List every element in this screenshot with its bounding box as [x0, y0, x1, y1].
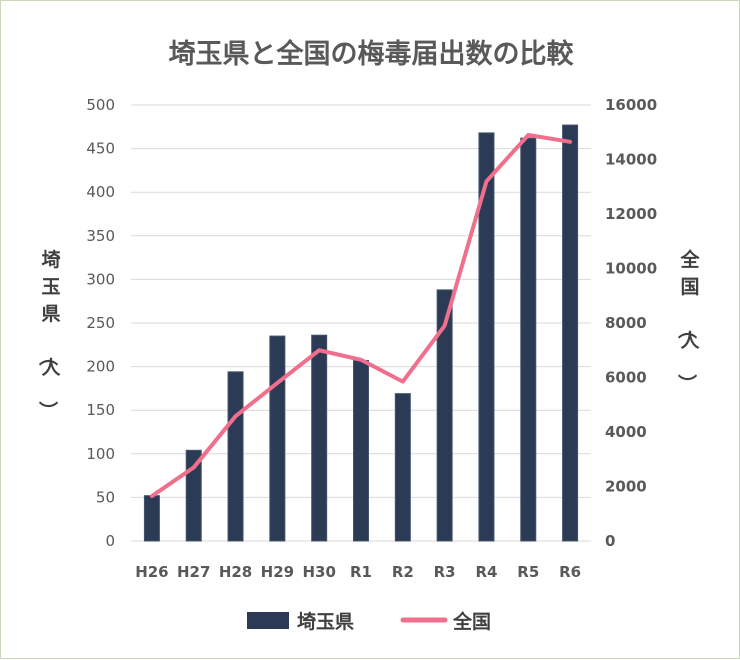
bar [269, 335, 286, 542]
x-tick-label: H27 [177, 563, 210, 581]
y-tick-label: 300 [86, 270, 115, 288]
y-axis-right-label-text: 全国（人） [675, 248, 700, 393]
chart-title: 埼玉県と全国の梅毒届出数の比較 [169, 38, 575, 70]
legend-bar-swatch [247, 612, 289, 629]
y2-tick-label: 10000 [605, 260, 657, 278]
y-axis-left-label: 埼玉県（人） [36, 248, 61, 420]
y-tick-label: 250 [86, 314, 115, 332]
x-tick-label: R3 [434, 563, 456, 581]
y-tick-label: 50 [96, 488, 115, 506]
y-tick-label: 400 [86, 183, 115, 201]
y-axis-right-ticks: 16000 14000 12000 10000 8000 6000 4000 2000 0 [605, 96, 657, 550]
y2-tick-label: 8000 [605, 314, 647, 332]
bar [478, 132, 495, 542]
x-tick-label: H30 [302, 563, 335, 581]
y2-tick-label: 4000 [605, 423, 647, 441]
y-tick-label: 350 [86, 227, 115, 245]
bar [185, 449, 202, 542]
legend: 埼玉県 全国 [247, 610, 491, 633]
line-series [149, 132, 573, 499]
y2-tick-label: 0 [605, 532, 615, 550]
line-series-path [149, 132, 573, 499]
bar [353, 359, 369, 542]
bar [436, 289, 453, 542]
x-tick-label: H28 [219, 563, 252, 581]
x-tick-label: H29 [261, 563, 294, 581]
bar [227, 371, 244, 542]
x-tick-label: R5 [517, 563, 539, 581]
bar [394, 393, 411, 542]
y-tick-label: 450 [86, 140, 115, 158]
x-tick-label: R1 [350, 563, 372, 581]
y-tick-label: 0 [105, 532, 115, 550]
legend-bar-label: 埼玉県 [297, 610, 354, 633]
y2-tick-label: 16000 [605, 96, 657, 114]
x-tick-label: R6 [559, 563, 581, 581]
y2-tick-label: 12000 [605, 205, 657, 223]
y2-tick-label: 6000 [605, 369, 647, 387]
bar-series [143, 124, 579, 542]
x-tick-label: R2 [392, 563, 414, 581]
y-axis-right-label: 全国（人） [675, 248, 700, 393]
y-tick-label: 150 [86, 401, 115, 419]
legend-line-label: 全国 [452, 610, 491, 633]
y2-tick-label: 14000 [605, 151, 657, 169]
y-tick-label: 500 [86, 96, 115, 114]
x-tick-label: H26 [135, 563, 168, 581]
bar [520, 137, 537, 542]
y-tick-label: 200 [86, 358, 115, 376]
y2-tick-label: 2000 [605, 478, 647, 496]
y-axis-left-label-text: 埼玉県（人） [36, 248, 61, 420]
bar [311, 334, 328, 542]
x-axis-ticks: H26 H27 H28 H29 H30 R1 R2 R3 R4 R5 R6 [135, 563, 581, 581]
bar [562, 124, 579, 542]
y-tick-label: 100 [86, 445, 115, 463]
x-tick-label: R4 [475, 563, 497, 581]
bar [143, 495, 160, 542]
